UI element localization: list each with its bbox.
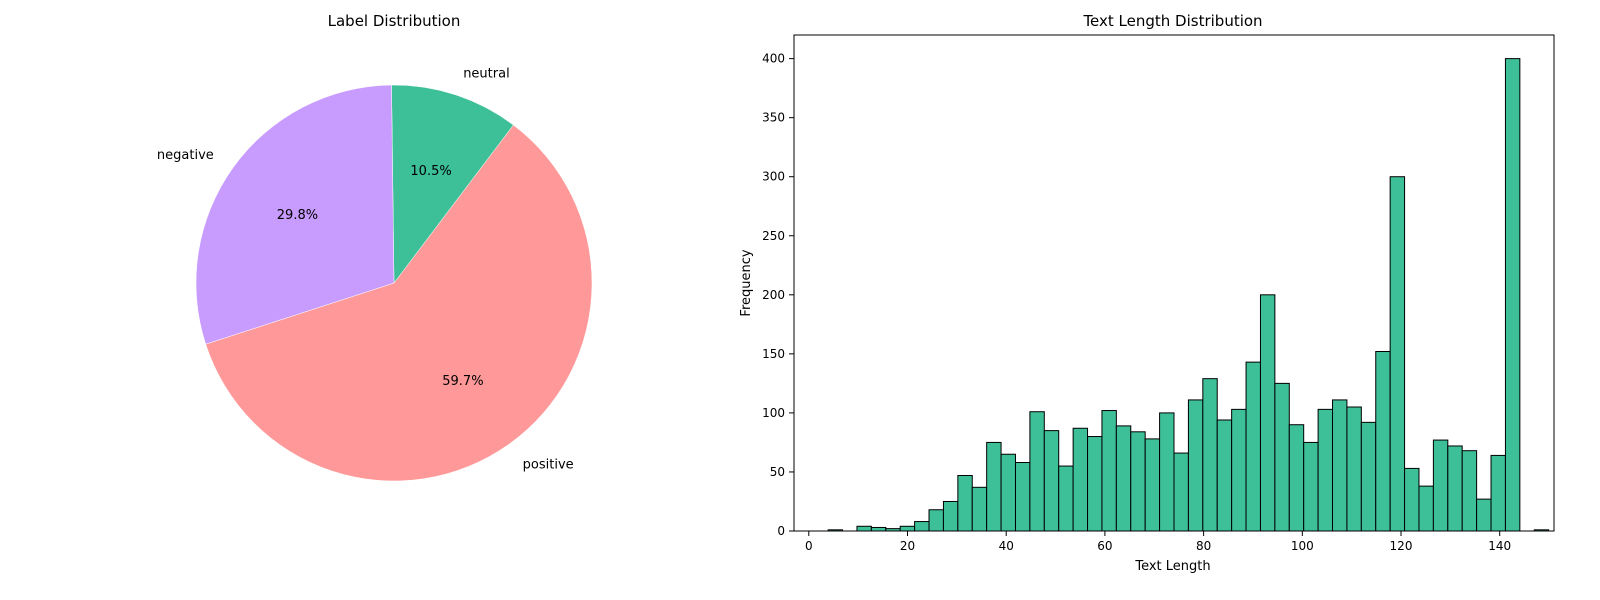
histogram-bar — [928, 509, 944, 532]
histogram-bar — [1159, 412, 1175, 532]
y-tick-label: 50 — [770, 465, 785, 479]
pie-slice-positive — [205, 124, 593, 482]
histogram-bar — [1317, 408, 1334, 532]
histogram-bar — [1130, 431, 1146, 532]
histogram-bar — [1360, 421, 1377, 532]
y-tick-label: 350 — [762, 111, 785, 125]
histogram-bar — [1000, 453, 1016, 532]
histogram-bar — [957, 474, 973, 532]
histogram-bar — [899, 525, 916, 532]
x-tick-label: 60 — [1097, 539, 1112, 553]
histogram-bar — [1115, 425, 1132, 532]
pie-percent-negative: 29.8% — [277, 208, 318, 223]
histogram-bar — [1245, 361, 1261, 532]
pie-chart: Label Distribution positive 59.7% neutral 1… — [157, 12, 593, 482]
histogram-bar — [1504, 58, 1521, 532]
histogram-bar — [1461, 450, 1478, 532]
histogram-bar — [1187, 399, 1204, 532]
histogram-bar — [1058, 465, 1074, 532]
histogram-title: Text Length Distribution — [1082, 12, 1262, 30]
histogram-bar — [1259, 294, 1276, 532]
histogram-bar — [1447, 445, 1463, 532]
y-tick-label: 250 — [762, 229, 785, 243]
pie-slice-negative — [195, 84, 395, 345]
y-tick-label: 300 — [762, 170, 785, 184]
histogram-bar — [1490, 454, 1506, 532]
histogram-bar — [1418, 485, 1434, 532]
histogram-bar — [1332, 399, 1348, 532]
histogram-bar — [1029, 411, 1045, 532]
histogram-bar — [971, 486, 988, 532]
histogram-bar — [1404, 467, 1420, 532]
histogram-chart: Text Length Distribution 0 20 40 60 80 100 120… — [739, 12, 1555, 574]
y-axis-label: Frequency — [739, 249, 754, 316]
histogram-bar — [986, 441, 1002, 532]
histogram-bar — [1014, 462, 1031, 532]
histogram-bar — [1231, 408, 1247, 532]
y-tick-label: 0 — [777, 524, 785, 538]
x-axis-label: Text Length — [1134, 559, 1210, 574]
y-tick-label: 400 — [762, 52, 785, 66]
pie-slice-neutral — [391, 84, 514, 284]
histogram-bar — [1303, 441, 1319, 532]
histogram-bar — [1274, 382, 1290, 532]
histogram-bar — [1375, 350, 1391, 532]
pie-label-neutral: neutral — [463, 66, 510, 81]
y-tick-label: 200 — [762, 288, 785, 302]
pie-percent-neutral: 10.5% — [410, 164, 451, 179]
histogram-bar — [1101, 410, 1117, 532]
histogram-bar — [1389, 176, 1406, 532]
histogram-bar — [1476, 498, 1492, 532]
histogram-bar — [1432, 439, 1449, 532]
histogram-bar — [1087, 436, 1103, 532]
pie-label-positive: positive — [523, 458, 574, 473]
histogram-bar — [1043, 430, 1060, 532]
x-tick-label: 40 — [999, 539, 1014, 553]
x-tick-label: 120 — [1390, 539, 1413, 553]
histogram-bar — [1346, 406, 1362, 532]
x-tick-label: 0 — [805, 539, 813, 553]
histogram-bar — [1202, 378, 1218, 532]
histogram-bar — [1173, 452, 1189, 532]
histogram-axes-frame — [793, 34, 1555, 532]
x-tick-label: 80 — [1196, 539, 1211, 553]
histogram-bar — [1288, 424, 1305, 532]
histogram-bar — [870, 526, 887, 532]
histogram-bar — [856, 525, 872, 532]
histogram-bar — [1072, 427, 1089, 532]
pie-label-negative: negative — [157, 148, 214, 163]
x-tick-label: 100 — [1291, 539, 1314, 553]
x-tick-label: 140 — [1488, 539, 1511, 553]
histogram-bar — [1216, 419, 1233, 532]
y-tick-label: 100 — [762, 406, 785, 420]
histogram-bar — [914, 521, 930, 532]
pie-title: Label Distribution — [328, 12, 461, 30]
histogram-bar — [942, 500, 959, 532]
histogram-bar — [1144, 438, 1161, 532]
y-tick-label: 150 — [762, 347, 785, 361]
pie-percent-positive: 59.7% — [442, 374, 483, 389]
x-tick-label: 20 — [900, 539, 915, 553]
